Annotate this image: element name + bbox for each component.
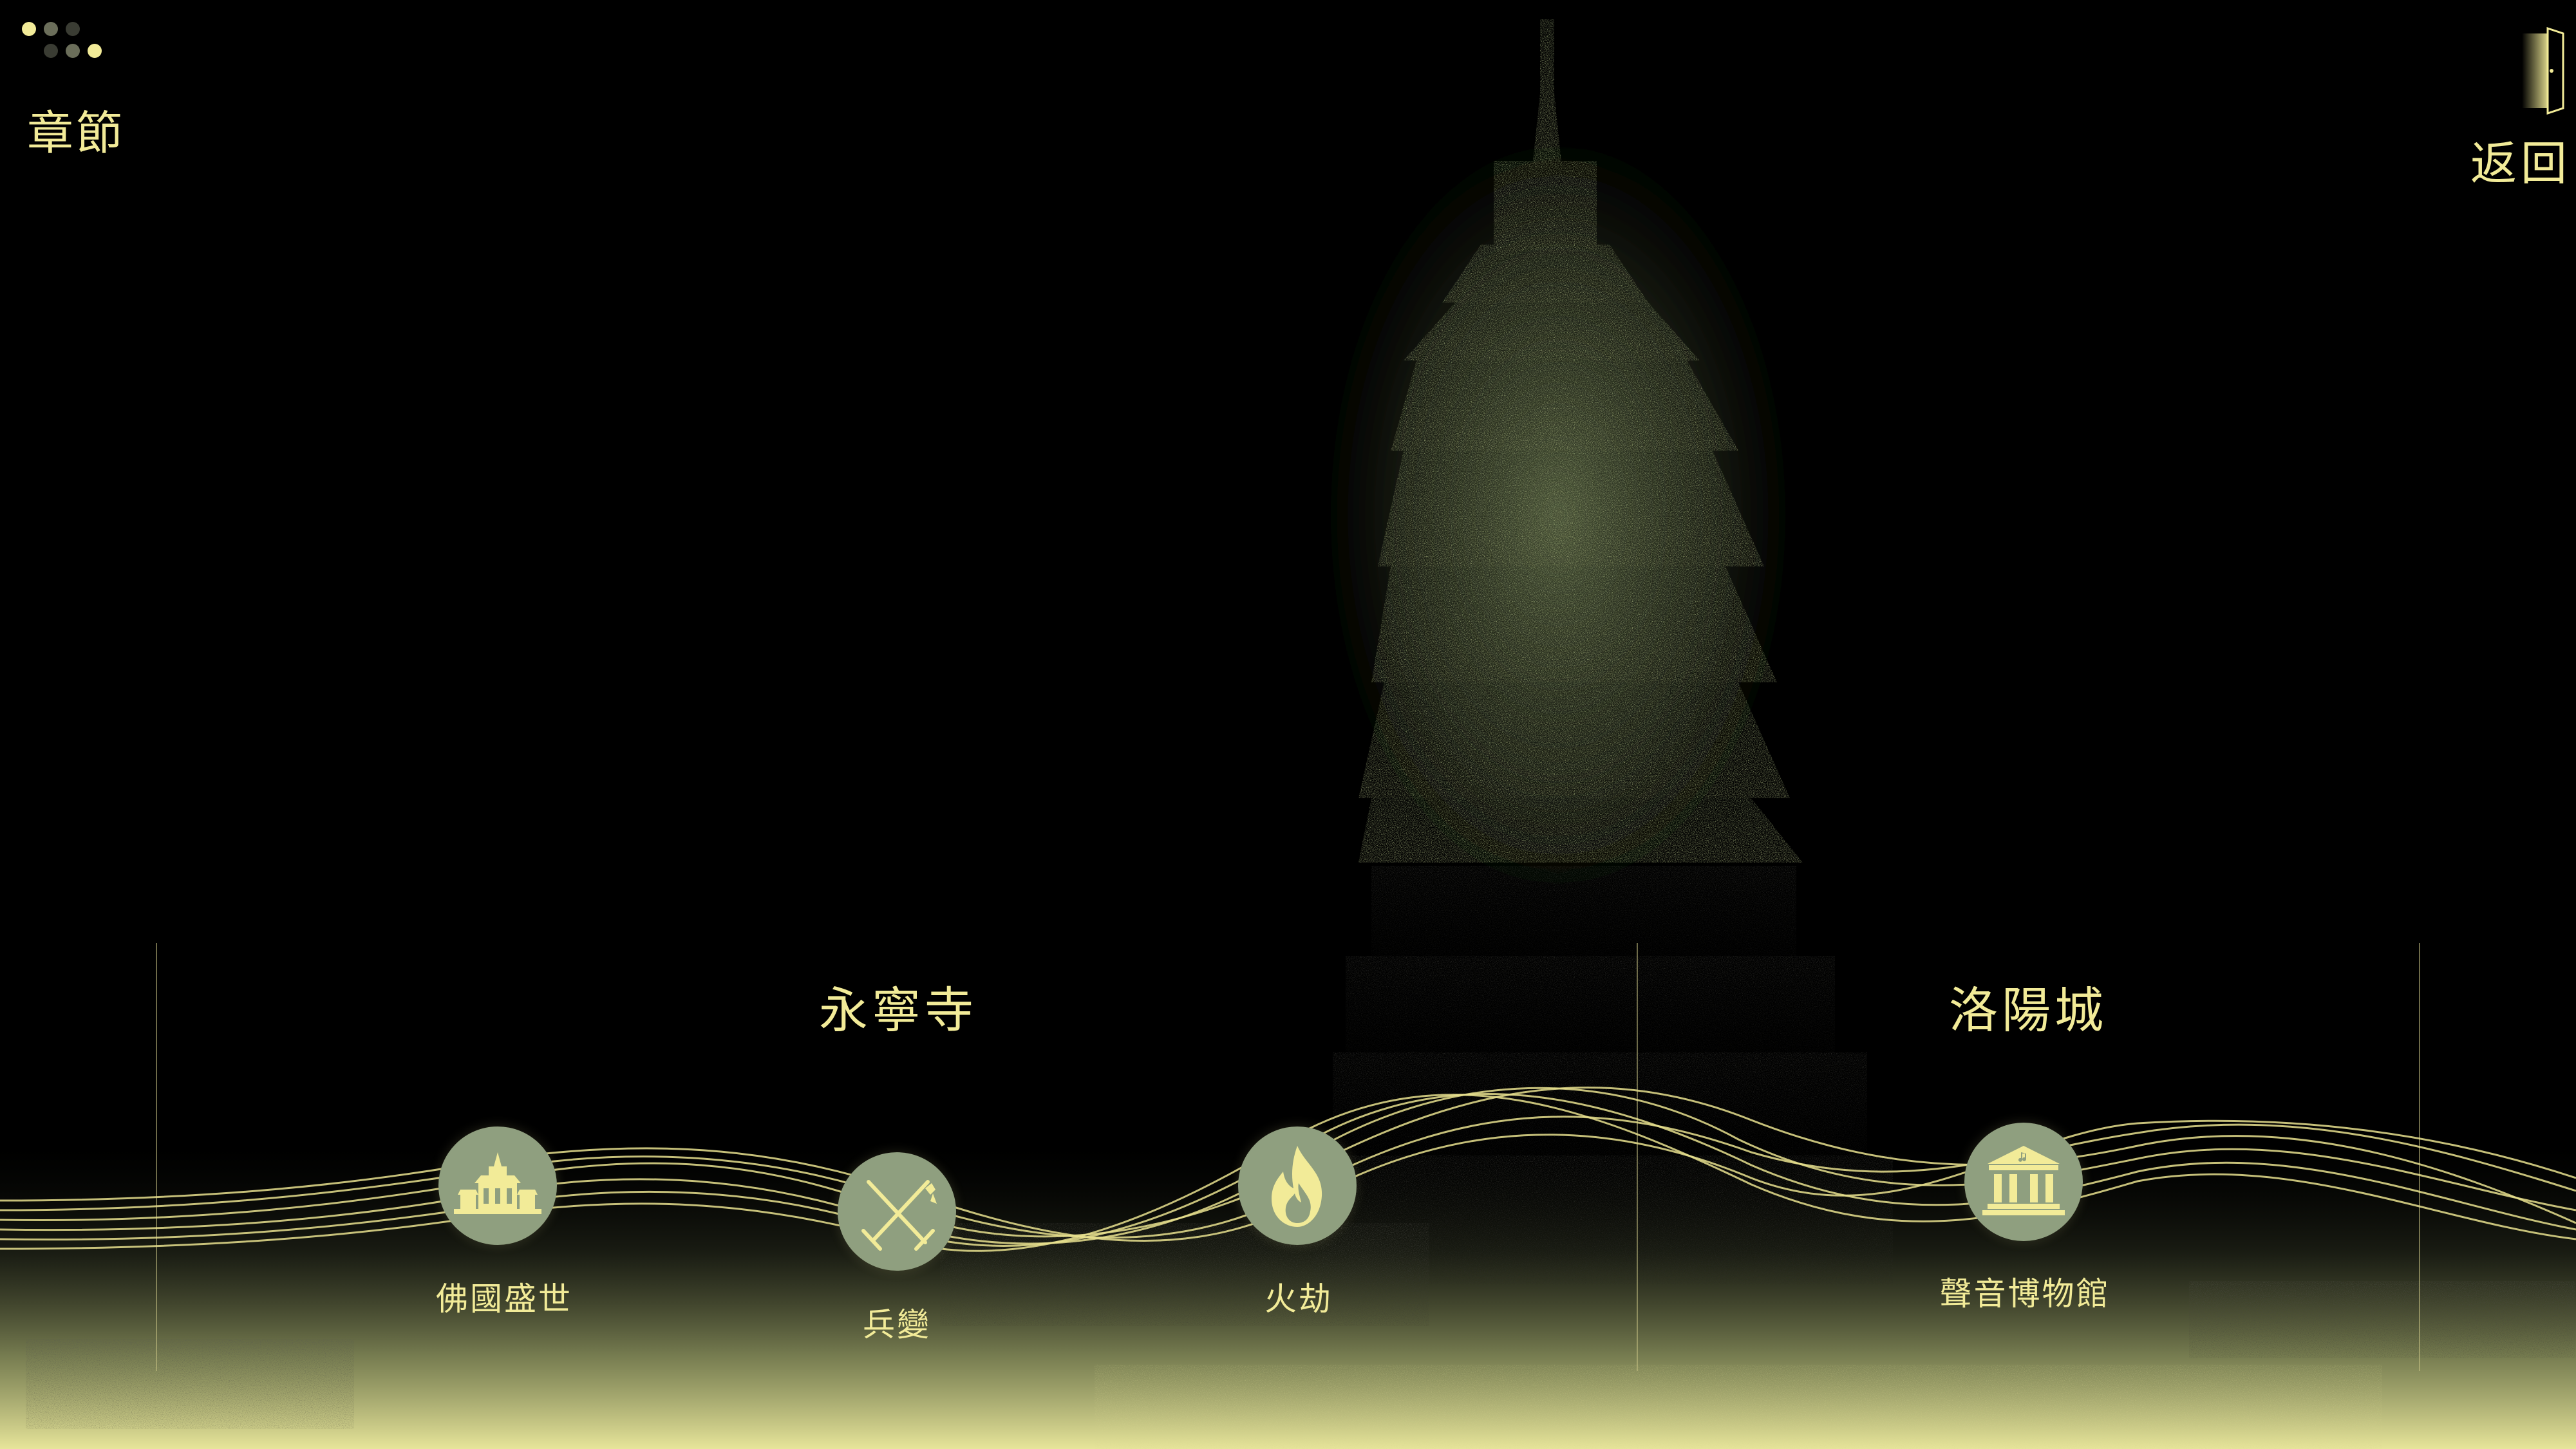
section-title-luoyang-city: 洛陽城 [1949, 982, 2107, 1039]
pagoda-illustration [1359, 19, 1803, 863]
chapter-label-fire[interactable]: 火劫 [1264, 1280, 1333, 1318]
section-title-yongning-temple: 永寧寺 [819, 982, 977, 1039]
palace-icon [454, 1152, 541, 1214]
chapter-label-sound-museum[interactable]: 聲音博物館 [1939, 1275, 2111, 1313]
chapters-label: 章節 [27, 106, 126, 160]
back-label: 返回 [2470, 136, 2571, 191]
crossed-swords-icon [861, 1180, 937, 1251]
door-exit-icon [2522, 26, 2564, 115]
chapter-node-mutiny[interactable] [838, 1152, 956, 1271]
chapter-label-mutiny[interactable]: 兵變 [863, 1306, 931, 1343]
chapters-menu-button[interactable]: 章節 [18, 18, 122, 160]
fire-icon [1272, 1146, 1322, 1227]
chapter-node-prosperity[interactable] [438, 1126, 557, 1245]
museum-icon [1982, 1146, 2065, 1215]
chapter-node-fire[interactable] [1238, 1126, 1357, 1245]
chapter-label-prosperity[interactable]: 佛國盛世 [436, 1280, 572, 1318]
back-button[interactable]: 返回 [2468, 19, 2571, 191]
chapter-node-sound-museum[interactable] [1964, 1123, 2083, 1241]
